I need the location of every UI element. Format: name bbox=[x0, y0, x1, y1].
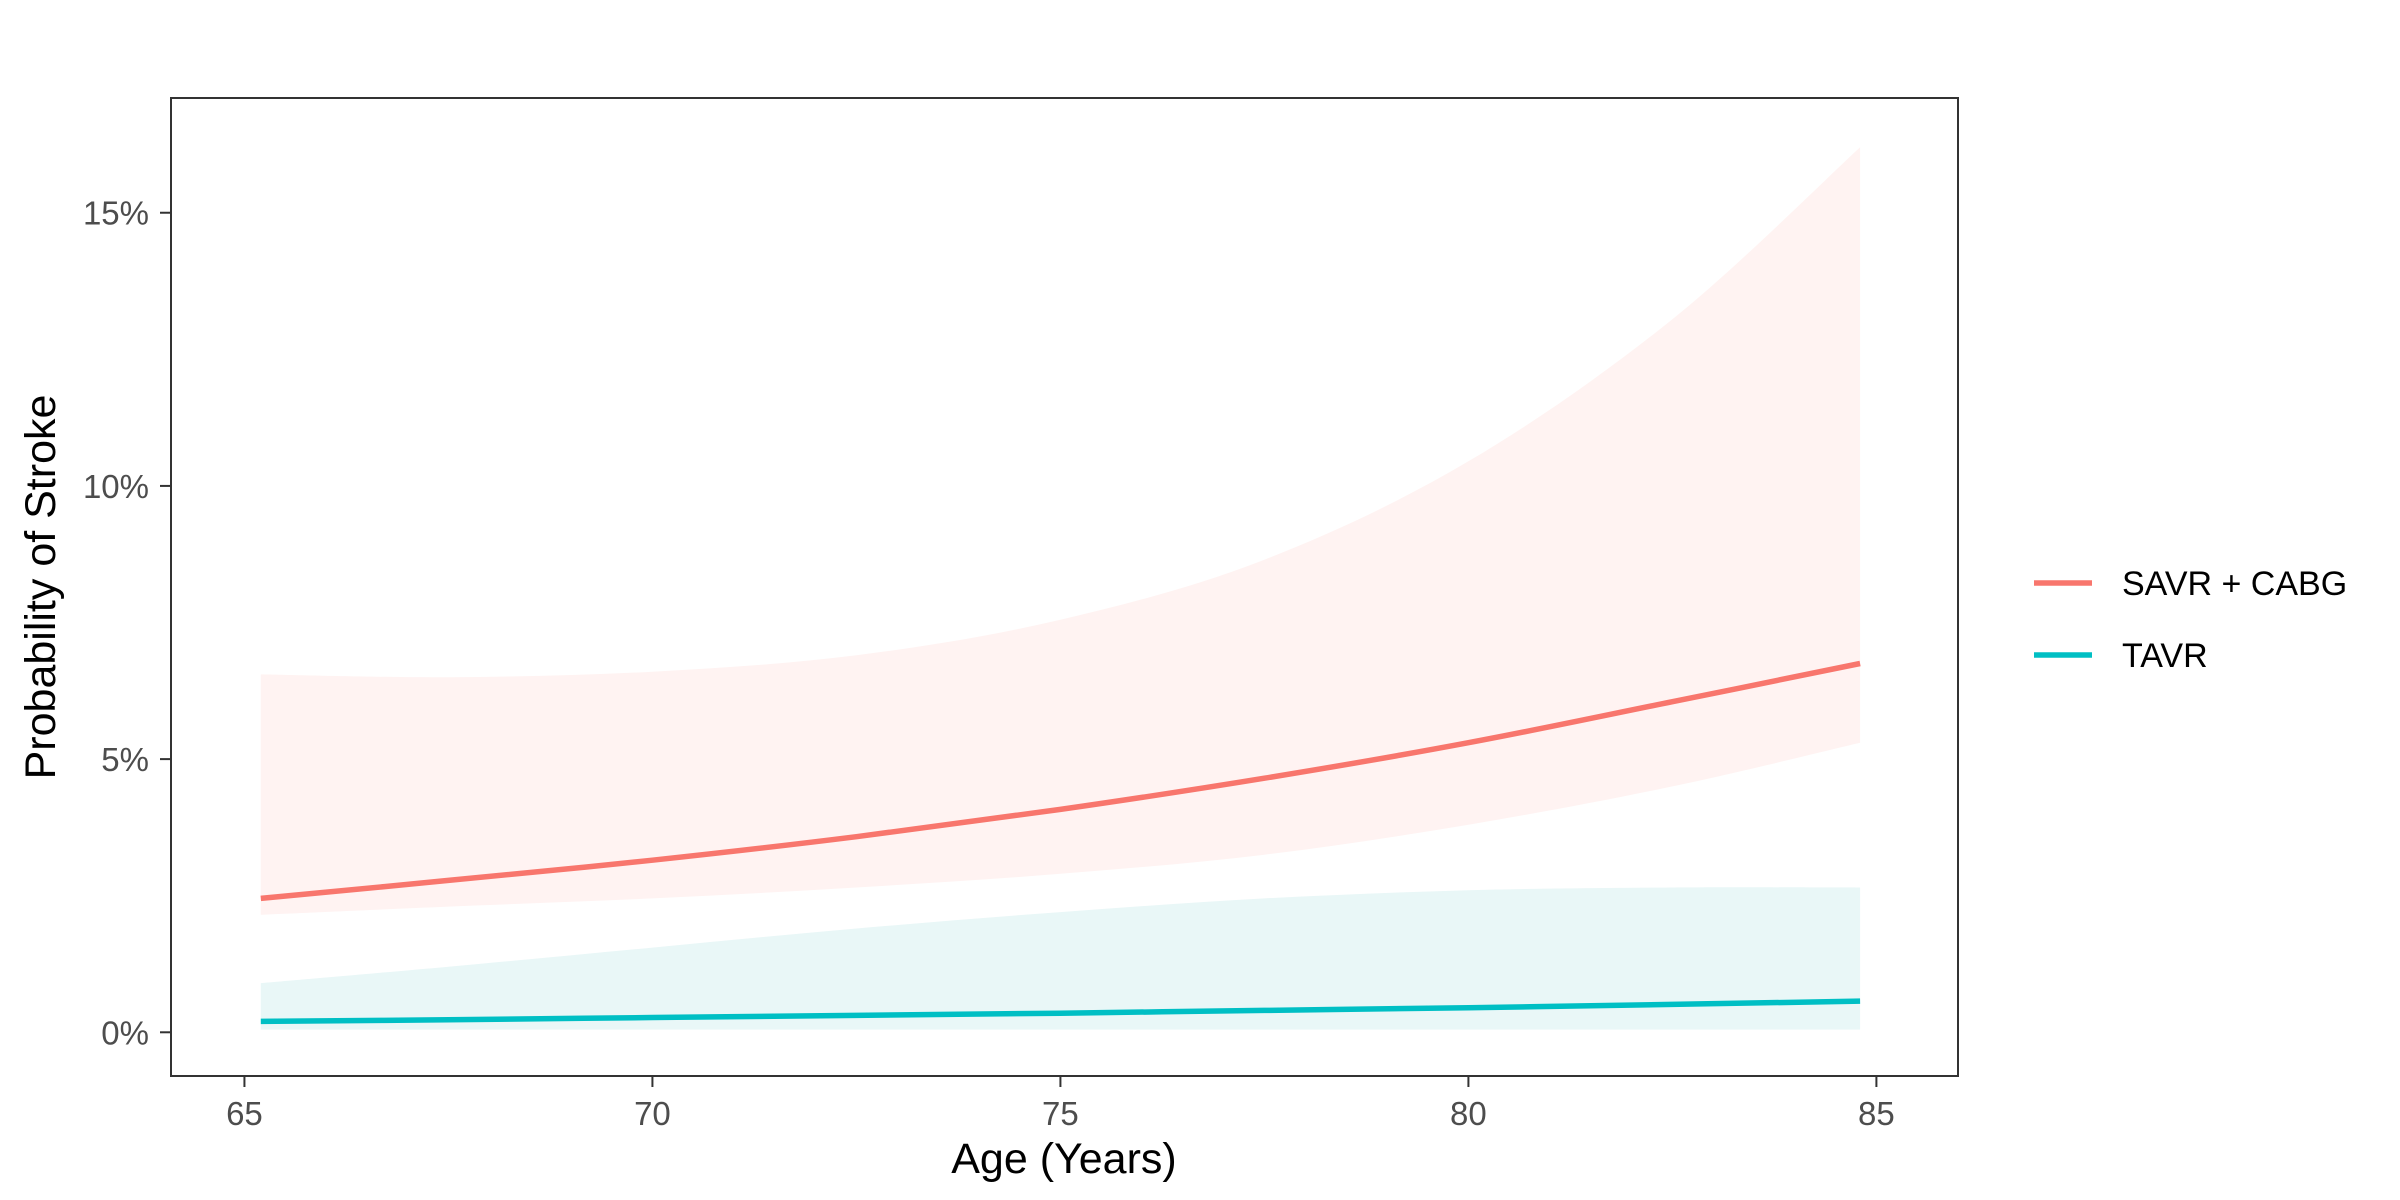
y-axis-title: Probability of Stroke bbox=[17, 395, 65, 780]
savr-cabg-confidence-band bbox=[260, 147, 1861, 915]
y-tick-label: 10% bbox=[83, 468, 149, 505]
x-axis-title: Age (Years) bbox=[951, 1135, 1176, 1183]
x-tick-label: 65 bbox=[226, 1095, 263, 1132]
x-tick-label: 80 bbox=[1450, 1095, 1487, 1132]
confidence-bands bbox=[260, 147, 1861, 1030]
y-tick-label: 0% bbox=[101, 1014, 149, 1051]
legend: SAVR + CABG TAVR bbox=[2034, 565, 2347, 675]
y-tick-label: 5% bbox=[101, 741, 149, 778]
x-axis: 65 70 75 80 85 bbox=[226, 1076, 1895, 1132]
y-axis: 0% 5% 10% 15% bbox=[83, 195, 171, 1051]
y-tick-label: 15% bbox=[83, 195, 149, 232]
savr-cabg-line bbox=[260, 660, 1861, 902]
x-tick-label: 70 bbox=[634, 1095, 671, 1132]
tavr-line bbox=[260, 998, 1861, 1025]
plot-frame bbox=[170, 97, 1959, 1077]
x-tick-label: 85 bbox=[1858, 1095, 1895, 1132]
legend-label: SAVR + CABG bbox=[2122, 565, 2347, 603]
tavr-confidence-band bbox=[260, 887, 1861, 1030]
x-tick-label: 75 bbox=[1042, 1095, 1079, 1132]
legend-label: TAVR bbox=[2122, 637, 2208, 675]
series-lines bbox=[260, 660, 1861, 1025]
